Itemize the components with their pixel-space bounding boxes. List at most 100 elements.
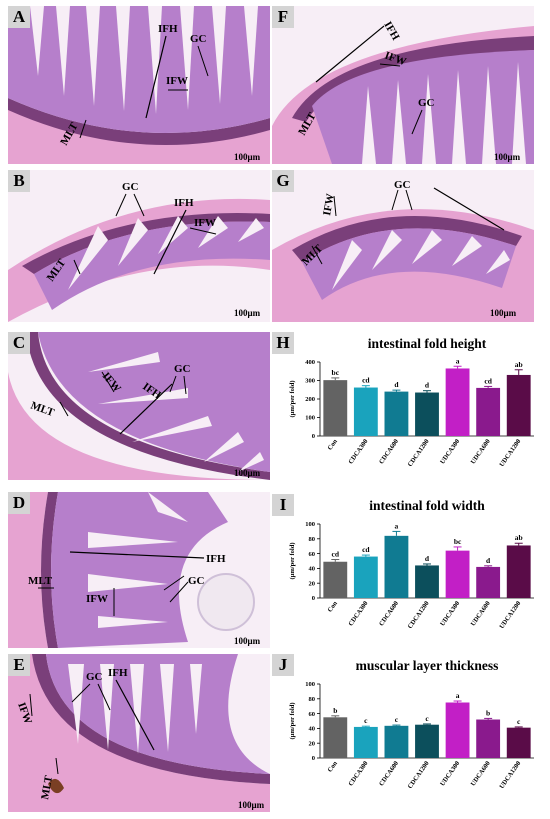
annotation-mlt: MLT (28, 575, 53, 587)
significance-letter: c (425, 714, 429, 723)
x-tick-label: CDCA600 (378, 438, 400, 465)
annotation-gc: GC (418, 97, 435, 109)
significance-letter: c (395, 715, 399, 724)
y-tick-label: 80 (309, 696, 316, 703)
significance-letter: ab (515, 360, 523, 369)
bar-udca600 (476, 387, 501, 436)
histology-panel-e: IFH GC IFW MLT 100μm E (8, 654, 270, 812)
bar-cdca1200 (415, 392, 439, 436)
significance-letter: a (456, 691, 460, 700)
significance-letter: c (364, 716, 368, 725)
panel-label-d: D (8, 492, 30, 514)
histology-panel-g: GC IFW MLT 100μm G (272, 170, 534, 322)
bar-cdca1200 (415, 565, 439, 598)
annotation-ifh: IFH (158, 23, 178, 35)
x-tick-label: UDCA600 (470, 600, 492, 627)
histology-panel-c: GC IFW IFH MLT 100μm C (8, 332, 270, 480)
annotation-gc: GC (394, 179, 411, 191)
significance-letter: a (456, 356, 460, 365)
panel-label-g: G (272, 170, 294, 192)
histology-image-e: IFH GC IFW MLT 100μm (8, 654, 270, 812)
annotation-ifh: IFH (206, 553, 226, 565)
annotation-ifw: IFW (321, 193, 337, 217)
y-tick-label: 60 (309, 711, 316, 718)
y-tick-label: 200 (305, 396, 315, 403)
significance-letter: bc (332, 368, 340, 377)
histology-panel-b: GC IFH IFW MLT 100μm B (8, 170, 270, 322)
chart-title: intestinal fold width (369, 498, 485, 513)
annotation-ifw: IFW (86, 593, 108, 605)
bar-cdca600 (384, 725, 409, 758)
scale-bar-label: 100μm (234, 468, 261, 478)
y-axis-label: (μm/per fold) (289, 543, 296, 580)
annotation-gc: GC (86, 671, 103, 683)
x-tick-label: UDCA600 (470, 438, 492, 465)
x-tick-label: UDCA1200 (498, 438, 522, 468)
x-tick-label: CDCA1200 (407, 760, 431, 790)
histology-panel-d: IFH MLT GC IFW 100μm D (8, 492, 270, 648)
bar-cdca600 (384, 535, 409, 598)
x-tick-label: CDCA600 (378, 760, 400, 787)
panel-label-a: A (8, 6, 30, 28)
annotation-ifh: IFH (108, 667, 128, 679)
bar-udca1200 (506, 374, 531, 436)
panel-label-h: H (272, 332, 294, 354)
significance-letter: b (486, 708, 490, 717)
scale-bar-label: 100μm (234, 636, 261, 646)
panel-label-b: B (8, 170, 30, 192)
significance-letter: b (333, 706, 337, 715)
y-tick-label: 0 (312, 433, 315, 440)
histology-image-a: IFH GC IFW MLT 100μm (8, 6, 270, 164)
bar-udca300 (445, 702, 470, 758)
bar-cdca300 (353, 556, 378, 598)
bar-chart-fold-height: intestinal fold height (μm/per fold) 0 100 2… (289, 336, 534, 468)
chart-j: muscular layer thickness (μm/per fold) 0 20… (272, 654, 542, 814)
annotation-ifw: IFW (194, 217, 216, 229)
x-tick-label: CDCA600 (378, 600, 400, 627)
x-tick-label: Con (327, 600, 340, 614)
chart-i: intestinal fold width (μm/per fold) 0 20 40 6… (272, 494, 542, 652)
annotation-gc: GC (188, 575, 205, 587)
y-tick-label: 100 (305, 681, 315, 688)
bar-con (323, 717, 348, 758)
bar-udca600 (476, 566, 501, 598)
x-tick-label: Con (327, 760, 340, 774)
x-tick-label: Con (327, 438, 340, 452)
panel-label-e: E (8, 654, 30, 676)
significance-letter: c (517, 717, 521, 726)
panel-label-j: J (272, 654, 294, 676)
x-tick-label: CDCA300 (347, 760, 369, 787)
chart-title: muscular layer thickness (356, 658, 499, 673)
bar-cdca600 (384, 391, 409, 436)
annotation-mlt: MLT (39, 774, 55, 800)
y-axis-label: (μm/per fold) (289, 703, 296, 740)
bar-udca300 (445, 550, 470, 598)
scale-bar-label: 100μm (238, 800, 265, 810)
y-tick-label: 40 (309, 726, 316, 733)
bar-con (323, 380, 348, 436)
annotation-gc: GC (174, 363, 191, 375)
histology-image-f: IFH IFW GC MLT 100μm (272, 6, 534, 164)
scale-bar-label: 100μm (494, 152, 521, 162)
chart-title: intestinal fold height (368, 336, 487, 351)
histology-image-d: IFH MLT GC IFW 100μm (8, 492, 270, 648)
y-tick-label: 100 (305, 415, 315, 422)
y-tick-label: 400 (305, 359, 315, 366)
scale-bar-label: 100μm (490, 308, 517, 318)
x-tick-label: UDCA1200 (498, 600, 522, 630)
x-tick-label: UDCA1200 (498, 760, 522, 790)
x-tick-label: UDCA300 (439, 600, 461, 627)
significance-letter: cd (362, 376, 370, 385)
significance-letter: d (486, 556, 491, 565)
significance-letter: d (425, 381, 430, 390)
histology-image-c: GC IFW IFH MLT 100μm (8, 332, 270, 480)
significance-letter: ab (515, 533, 523, 542)
significance-letter: bc (454, 537, 462, 546)
bar-cdca300 (353, 726, 378, 758)
bar-udca1200 (506, 545, 531, 598)
significance-letter: cd (362, 545, 370, 554)
scale-bar-label: 100μm (234, 308, 261, 318)
panel-label-c: C (8, 332, 30, 354)
y-tick-label: 40 (309, 566, 316, 573)
histology-panel-f: IFH IFW GC MLT 100μm F (272, 6, 534, 164)
